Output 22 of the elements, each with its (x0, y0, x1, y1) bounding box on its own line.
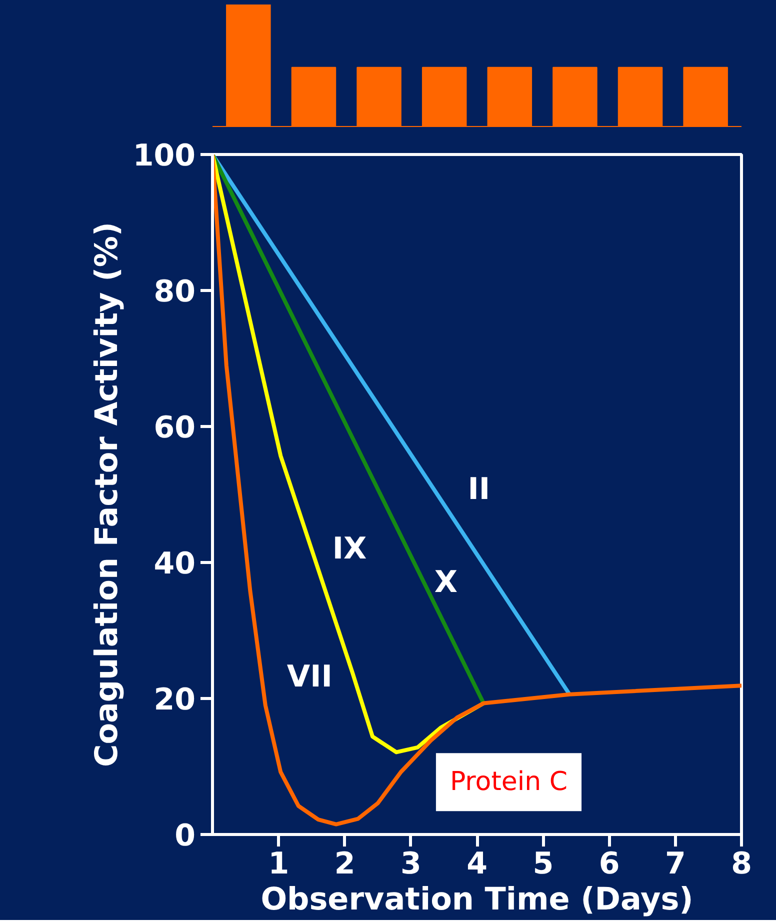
x-tick-label: 8 (731, 846, 752, 882)
x-tick-label: 1 (268, 846, 290, 882)
x-tick-label: 6 (598, 846, 620, 882)
x-tick-label: 7 (664, 846, 686, 882)
series-label: II (468, 472, 490, 507)
x-axis-title: Observation Time (Days) (260, 882, 694, 918)
y-tick-label: 60 (154, 410, 196, 446)
line-series (212, 154, 742, 826)
x-tick-label: 4 (466, 846, 488, 882)
series-label: IX (332, 531, 367, 566)
y-axis-title: Coagulation Factor Activity (%) (88, 222, 125, 768)
y-tick-label: 100 (132, 138, 196, 174)
x-tick-label: 2 (334, 846, 356, 882)
series-label: X (434, 565, 458, 600)
x-tick-label: 5 (532, 846, 554, 882)
annotation: Protein C (450, 767, 568, 798)
y-tick-label: 20 (154, 682, 196, 718)
y-tick-label: 80 (154, 274, 196, 310)
x-tick-label: 3 (400, 846, 422, 882)
y-tick-label: 0 (174, 818, 196, 854)
y-tick-label: 40 (154, 546, 196, 582)
series-label: VII (286, 659, 332, 694)
